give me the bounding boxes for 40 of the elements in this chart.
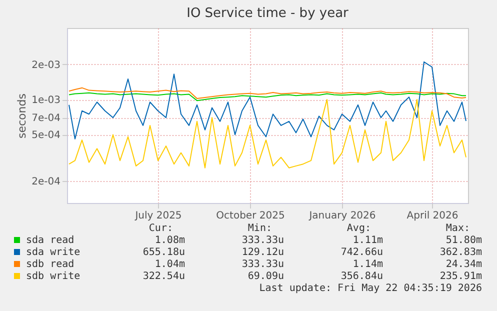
y-tick-label: 5e-04 — [32, 130, 60, 142]
text: 24.34m — [446, 259, 482, 270]
text: 356.84u — [340, 271, 383, 282]
text: 742.66u — [340, 247, 383, 258]
text: Min: — [248, 223, 272, 234]
line-series — [68, 87, 466, 100]
x-tick-label: October 2025 — [216, 210, 285, 222]
text: Last update: Fri May 22 04:35:19 2026 — [259, 283, 482, 294]
text: 1.11m — [352, 235, 383, 246]
line-series — [68, 61, 466, 140]
text: 51.80m — [446, 235, 482, 246]
text: 333.33u — [242, 235, 284, 246]
text: 655.18u — [142, 247, 185, 258]
text: 235.91m — [440, 271, 482, 282]
y-tick-label: 7e-04 — [32, 113, 60, 124]
text: 129.12u — [242, 247, 284, 258]
text: 362.83m — [440, 247, 482, 258]
y-tick-label: 2e-04 — [32, 176, 60, 188]
legend-label: sdb write — [26, 271, 80, 282]
chart-title: IO Service time - by year — [186, 6, 350, 21]
y-axis-title: seconds — [16, 93, 29, 138]
text: 333.33u — [242, 259, 284, 270]
x-tick-label: July 2025 — [134, 210, 182, 222]
y-tick-label: 2e-03 — [32, 60, 60, 71]
text: 322.54u — [142, 271, 185, 282]
text: Max: — [446, 223, 470, 234]
x-tick-label: January 2026 — [308, 210, 376, 222]
text: 1.08m — [154, 235, 185, 246]
line-series — [68, 92, 466, 102]
legend-label: sda write — [26, 247, 80, 258]
x-tick-label: April 2026 — [406, 210, 458, 222]
text: 1.04m — [154, 259, 185, 270]
legend-label: sda read — [26, 235, 74, 246]
text: Avg: — [346, 223, 371, 234]
text: 69.09u — [248, 271, 284, 282]
line-series — [68, 99, 466, 168]
text: Cur: — [148, 223, 173, 234]
text: 1.14m — [352, 259, 383, 270]
legend-label: sdb read — [26, 259, 74, 270]
y-tick-label: 1e-03 — [32, 95, 60, 106]
